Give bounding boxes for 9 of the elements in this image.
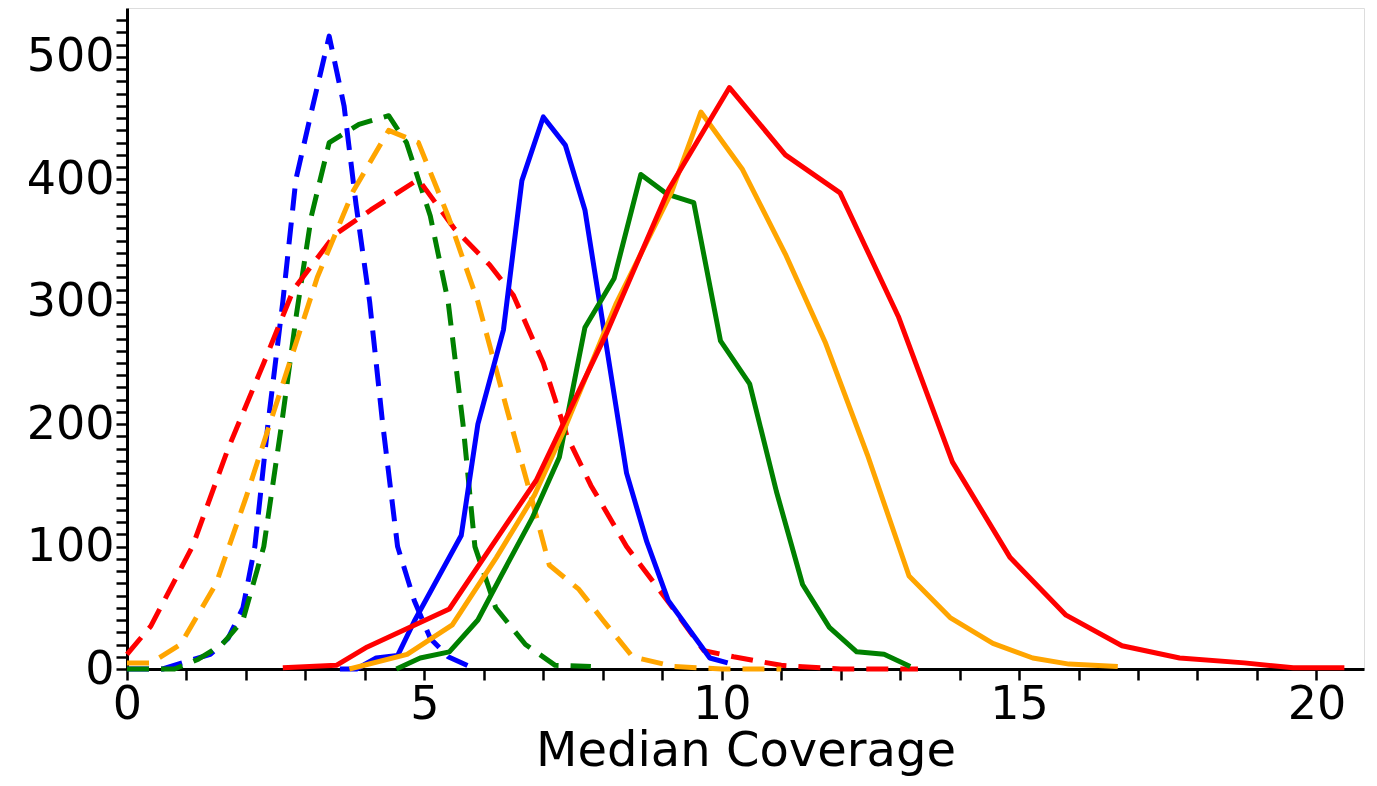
y-tick-label: 300	[26, 273, 115, 328]
y-tick-label: 500	[26, 28, 115, 83]
y-tick-label: 200	[26, 395, 115, 450]
y-tick-label: 100	[26, 518, 115, 573]
x-tick-label: 5	[410, 675, 440, 730]
y-tick-label: 400	[26, 150, 115, 205]
y-tick-label: 0	[85, 640, 115, 695]
x-tick-label: 15	[990, 675, 1049, 730]
x-tick-label: 20	[1287, 675, 1347, 730]
